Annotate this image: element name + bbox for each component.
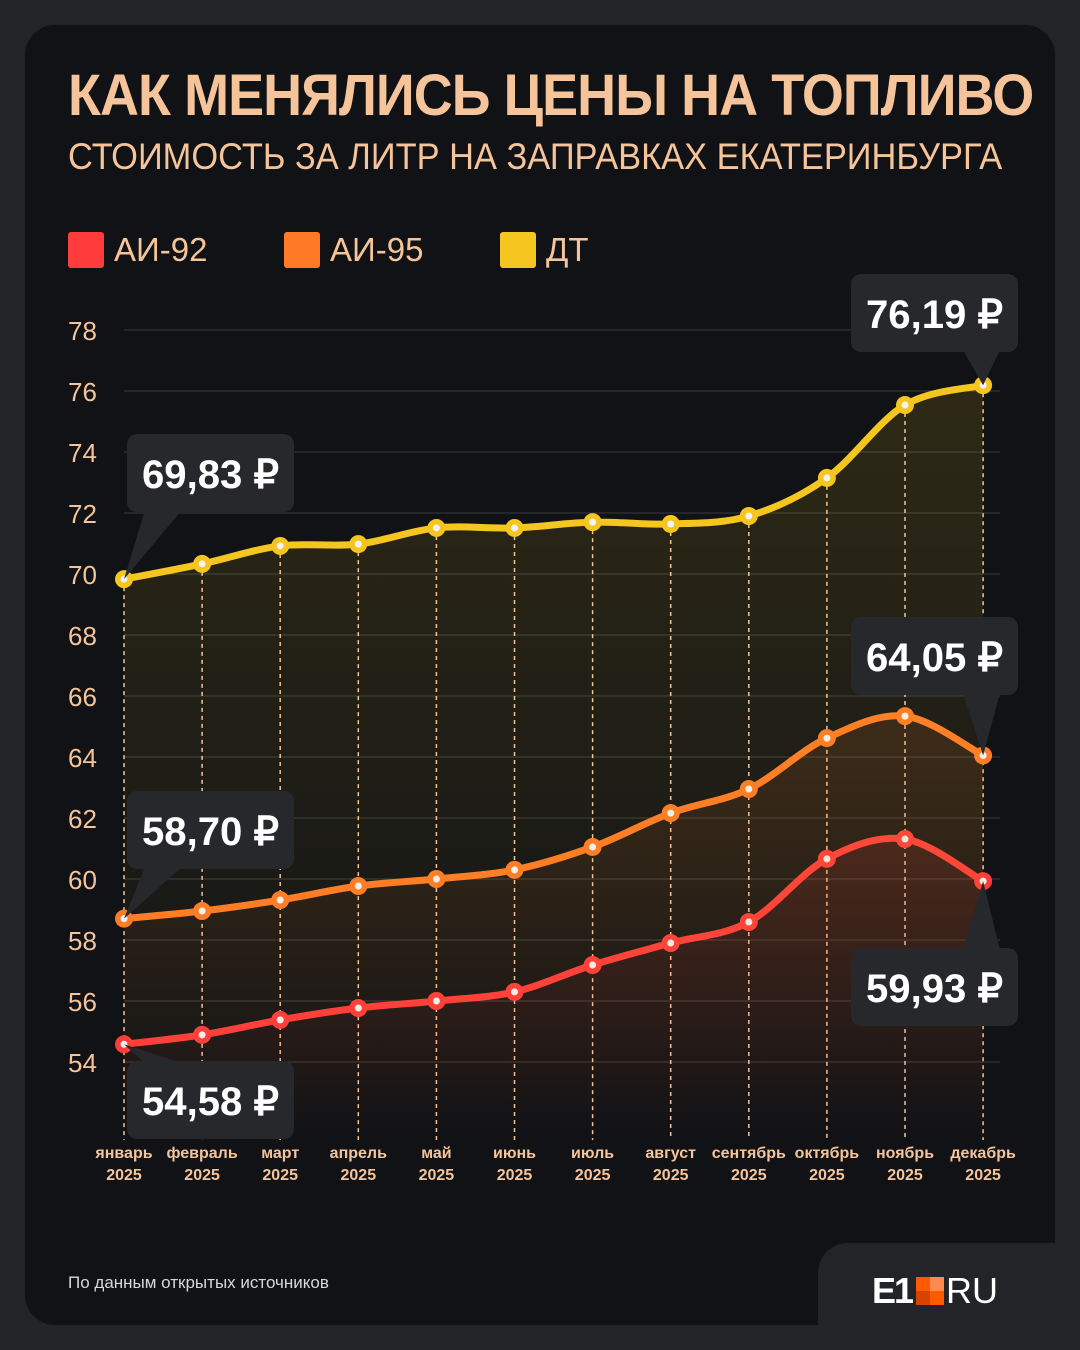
logo-square-icon [916,1277,945,1305]
data-point-center [276,542,284,550]
y-tick-label: 62 [68,804,97,834]
y-tick-label: 72 [68,499,97,529]
x-tick-label: 2025 [419,1167,455,1184]
x-tick-label: сентябрь [712,1145,786,1162]
series-area [124,385,984,1141]
logo-tab [818,1243,1080,1350]
x-tick-label: август [645,1145,696,1162]
callout-box [851,948,1018,1026]
price-label: 59,93 ₽ [866,967,1003,1011]
x-tick-label: 2025 [731,1167,767,1184]
x-tick-label: ноябрь [876,1145,934,1162]
callout-pointer [124,867,182,919]
x-tick-label: 2025 [653,1167,689,1184]
legend-ai92: АИ-92 [68,230,207,270]
data-point-center [354,540,362,548]
x-tick-label: 2025 [341,1167,377,1184]
price-label: 54,58 ₽ [142,1080,279,1124]
x-tick-label: февраль [166,1145,237,1162]
legend-ai95: АИ-95 [284,230,423,270]
data-point-center [511,524,518,532]
callout-box [851,617,1018,695]
x-tick-label: октябрь [795,1145,860,1162]
data-point-center [198,560,206,568]
x-tick-label: 2025 [809,1167,845,1184]
y-tick-label: 70 [68,560,97,590]
callout-pointer [124,510,182,580]
x-tick-label: 2025 [184,1167,220,1184]
y-tick-label: 64 [68,743,97,773]
source-note: По данным открытых источников [68,1273,329,1292]
data-point-center [589,518,597,526]
callout-box [851,274,1018,352]
x-tick-label: май [421,1145,451,1162]
logo-ru: RU [946,1270,999,1311]
callout-pointer [124,1044,182,1063]
chart-subtitle: СТОИМОСТЬ ЗА ЛИТР НА ЗАПРАВКАХ ЕКАТЕРИНБ… [68,136,1003,177]
y-tick-label: 56 [68,987,97,1017]
data-point-center [823,474,831,482]
callout-box [127,1061,294,1139]
legend-swatch [500,232,536,268]
x-tick-label: июль [571,1145,614,1162]
x-tick-label: 2025 [575,1167,611,1184]
callout-pointer [963,693,1000,756]
legend-label: АИ-95 [330,231,424,268]
y-tick-label: 68 [68,621,97,651]
legend-swatch [68,232,104,268]
y-tick-label: 58 [68,926,97,956]
price-label: 69,83 ₽ [142,453,279,497]
y-tick-label: 78 [68,316,97,346]
callout-pointer [963,881,1000,950]
y-tick-label: 74 [68,438,97,468]
data-point-center [901,401,909,409]
price-label: 58,70 ₽ [142,810,279,854]
data-point-center [667,520,675,528]
price-label: 64,05 ₽ [866,636,1003,680]
x-tick-label: март [261,1145,299,1162]
callout-box [127,791,294,869]
legend-label: ДТ [546,231,589,268]
data-point-center [432,524,440,532]
price-label: 76,19 ₽ [866,293,1003,337]
x-tick-label: июнь [493,1145,536,1162]
x-tick-label: январь [94,1145,152,1162]
x-tick-label: 2025 [887,1167,923,1184]
legend-dt: ДТ [500,230,589,270]
x-tick-label: 2025 [965,1167,1001,1184]
y-tick-label: 60 [68,865,97,895]
y-tick-label: 54 [68,1048,97,1078]
logo-e1: E1 [872,1270,914,1311]
e1-logo[interactable]: E1 RU [872,1270,998,1312]
callout-pointer [963,350,1000,386]
x-tick-label: 2025 [497,1167,533,1184]
legend-label: АИ-92 [114,231,208,268]
x-tick-label: апрель [330,1145,387,1162]
x-tick-label: 2025 [106,1167,142,1184]
data-point-center [745,512,753,520]
chart-title: КАК МЕНЯЛИСЬ ЦЕНЫ НА ТОПЛИВО [68,63,1034,128]
callout-box [127,434,294,512]
legend-swatch [284,232,320,268]
x-tick-label: 2025 [262,1167,298,1184]
x-tick-label: декабрь [950,1145,1016,1162]
y-tick-label: 76 [68,377,97,407]
y-tick-label: 66 [68,682,97,712]
